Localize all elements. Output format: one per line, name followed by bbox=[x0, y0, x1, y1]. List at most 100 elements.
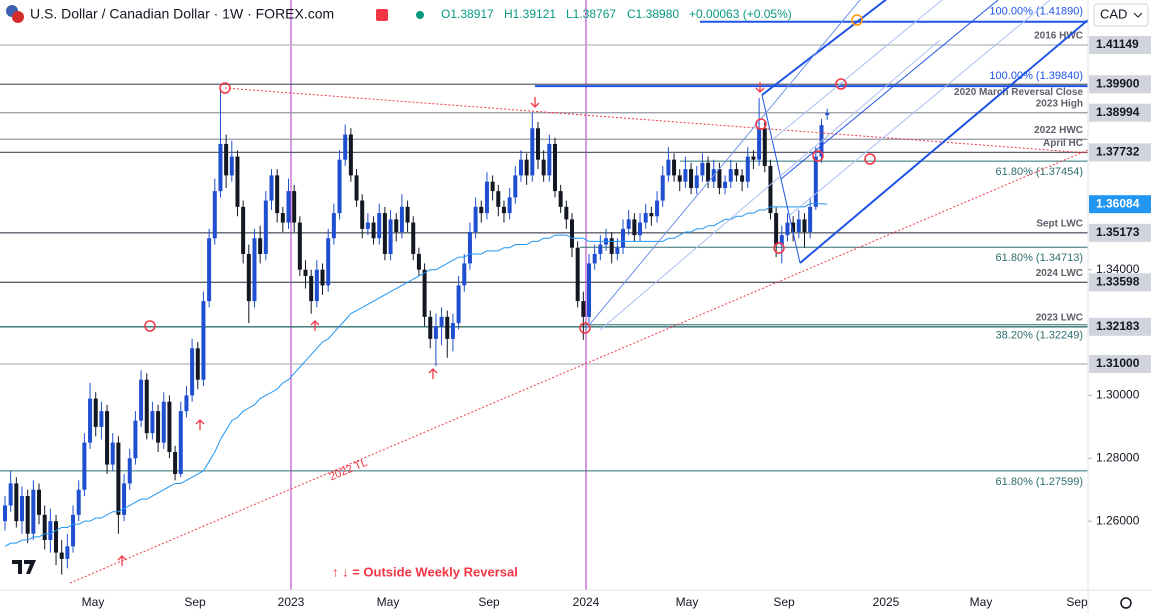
candle-body bbox=[20, 496, 25, 522]
level-note: Sept LWC bbox=[1036, 218, 1083, 229]
x-tick-label: May bbox=[970, 595, 993, 609]
price-badge-label: 1.33598 bbox=[1096, 275, 1140, 289]
candle-body bbox=[745, 156, 750, 182]
candle-body bbox=[25, 496, 30, 534]
target-circle bbox=[851, 14, 863, 26]
candle-body bbox=[258, 238, 263, 254]
candle-body bbox=[173, 452, 178, 475]
pivot-circle bbox=[579, 322, 591, 334]
candle-body bbox=[82, 442, 87, 490]
x-tick-label: Sep bbox=[184, 595, 206, 609]
candle-body bbox=[105, 411, 110, 465]
x-tick-label: 2025 bbox=[873, 595, 900, 609]
candle-body bbox=[774, 213, 779, 245]
y-tick-label: 1.30000 bbox=[1096, 388, 1140, 402]
candle-body bbox=[110, 442, 115, 465]
candle-body bbox=[552, 143, 557, 192]
change: +0.00063 (+0.05%) bbox=[689, 7, 792, 21]
candle-body bbox=[501, 206, 506, 214]
candle-body bbox=[37, 489, 42, 515]
candle-body bbox=[700, 162, 705, 176]
candle-body bbox=[445, 316, 450, 339]
candle-body bbox=[587, 263, 592, 317]
pivot-circle bbox=[219, 82, 231, 94]
candle-body bbox=[507, 197, 512, 214]
candle-body bbox=[416, 253, 421, 270]
currency-label[interactable]: CAD bbox=[1100, 6, 1127, 21]
settings-icon[interactable] bbox=[1120, 597, 1132, 609]
candle-body bbox=[558, 191, 563, 207]
candle-body bbox=[394, 219, 399, 232]
candle-body bbox=[456, 285, 461, 324]
ma-badge-label: 1.36084 bbox=[1096, 196, 1140, 210]
pitchfork-upper bbox=[761, 0, 888, 96]
candle-body bbox=[139, 379, 144, 421]
candle-body bbox=[513, 175, 518, 198]
pivot-circle bbox=[755, 118, 767, 130]
candle-body bbox=[360, 200, 365, 229]
candle-body bbox=[365, 222, 370, 229]
down-arrow bbox=[530, 97, 540, 108]
candle-body bbox=[246, 253, 251, 302]
candle-body bbox=[42, 514, 47, 541]
dropdown-caret[interactable] bbox=[1133, 12, 1143, 18]
x-tick-label: 2024 bbox=[573, 595, 600, 609]
candle-body bbox=[71, 514, 76, 547]
candle-body bbox=[93, 398, 98, 427]
candle-body bbox=[802, 219, 807, 232]
candle-body bbox=[411, 222, 416, 254]
candle-body bbox=[8, 483, 13, 506]
up-arrow bbox=[195, 419, 205, 430]
candle-body bbox=[581, 301, 586, 317]
candle-body bbox=[717, 169, 722, 188]
candle-body bbox=[575, 247, 580, 302]
candle-body bbox=[621, 228, 626, 248]
pitchfork-line bbox=[584, 0, 861, 331]
pivot-markers bbox=[144, 78, 876, 334]
candle-body bbox=[660, 175, 665, 201]
price-badge-label: 1.39900 bbox=[1096, 76, 1140, 90]
y-tick-label: 1.26000 bbox=[1096, 513, 1140, 527]
candle-body bbox=[791, 222, 796, 232]
candle-body bbox=[224, 143, 229, 176]
pitchfork-line bbox=[789, 0, 1051, 216]
pitchfork-median bbox=[780, 0, 999, 180]
moving-average bbox=[4, 203, 828, 547]
x-tick-label: Sep bbox=[1066, 595, 1088, 609]
candle-body bbox=[144, 379, 149, 434]
reversal-arrows bbox=[117, 82, 765, 566]
candle-body bbox=[241, 206, 246, 254]
level-note: 2020 March Reversal Close bbox=[954, 87, 1083, 98]
y-tick-label: 1.34000 bbox=[1096, 262, 1140, 276]
price-badge-label: 1.38994 bbox=[1096, 105, 1140, 119]
candle-body bbox=[297, 222, 302, 270]
candle-body bbox=[734, 169, 739, 176]
currency-selector[interactable] bbox=[1093, 3, 1149, 27]
price-badge bbox=[1089, 75, 1151, 94]
candle-body bbox=[377, 213, 382, 239]
ohlc-low: L1.38767 bbox=[566, 7, 616, 21]
candle-body bbox=[813, 156, 818, 207]
level-note: 2023 LWC bbox=[1036, 312, 1083, 323]
candle-body bbox=[354, 175, 359, 201]
candle-body bbox=[609, 238, 614, 254]
candle-body bbox=[484, 181, 489, 214]
ohlc-close: C1.38980 bbox=[627, 7, 679, 21]
candle-body bbox=[382, 213, 387, 254]
candle-body bbox=[785, 222, 790, 236]
candle-body bbox=[479, 206, 484, 214]
candle-body bbox=[433, 326, 438, 339]
fib-label: 61.80% (1.27599) bbox=[996, 476, 1083, 488]
candle-body bbox=[740, 175, 745, 182]
candle-body bbox=[808, 206, 813, 232]
axis-layer: 1.26000 1.28000 1.30000 1.34000 May Sep 2023 Ma… bbox=[82, 35, 1151, 609]
ohlc-open: O1.38917 bbox=[441, 7, 494, 21]
logo bbox=[12, 560, 36, 574]
candle-body bbox=[331, 213, 336, 239]
candle-body bbox=[632, 219, 637, 236]
price-badge-label: 1.37732 bbox=[1096, 145, 1140, 159]
candle-body bbox=[439, 316, 444, 327]
candle-body bbox=[723, 181, 728, 188]
